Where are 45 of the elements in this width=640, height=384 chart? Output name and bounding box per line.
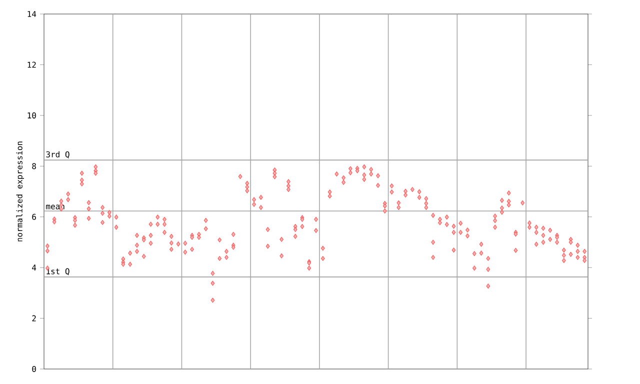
y-tick-label: 0 xyxy=(32,366,36,372)
y-tick-label: 4 xyxy=(32,264,36,270)
point xyxy=(142,254,146,259)
point xyxy=(452,248,456,253)
point xyxy=(514,248,518,253)
point xyxy=(135,248,139,254)
point xyxy=(94,170,98,176)
point xyxy=(100,220,104,225)
y-tick-label: 14 xyxy=(28,11,36,17)
point xyxy=(300,224,304,229)
point xyxy=(555,240,559,245)
point xyxy=(286,187,290,192)
point xyxy=(162,230,166,235)
point xyxy=(80,181,84,186)
point xyxy=(500,210,504,215)
point xyxy=(210,298,215,303)
point xyxy=(534,242,538,247)
point xyxy=(169,246,174,252)
ref-line-label: 3rd Q xyxy=(46,151,70,158)
point xyxy=(272,174,277,180)
point xyxy=(382,208,387,214)
point xyxy=(431,254,435,260)
point xyxy=(506,202,511,208)
point xyxy=(307,266,312,271)
y-tick-label: 2 xyxy=(32,315,36,322)
y-tick-label: 8 xyxy=(32,163,36,170)
point xyxy=(582,258,586,263)
point xyxy=(576,254,580,260)
point xyxy=(293,234,298,239)
point xyxy=(86,216,91,221)
point xyxy=(568,252,573,257)
point xyxy=(541,240,546,245)
y-tick-label: 10 xyxy=(28,112,36,118)
y-axis-title: normalized expression xyxy=(16,142,24,242)
point xyxy=(245,188,250,194)
point xyxy=(362,176,366,182)
point xyxy=(148,240,153,246)
y-tick-label: 12 xyxy=(28,62,36,68)
point xyxy=(424,205,428,210)
point xyxy=(73,222,77,228)
point xyxy=(486,284,490,289)
y-tick-label: 6 xyxy=(32,214,36,220)
point xyxy=(493,224,497,230)
point xyxy=(190,246,194,252)
point xyxy=(562,258,566,263)
